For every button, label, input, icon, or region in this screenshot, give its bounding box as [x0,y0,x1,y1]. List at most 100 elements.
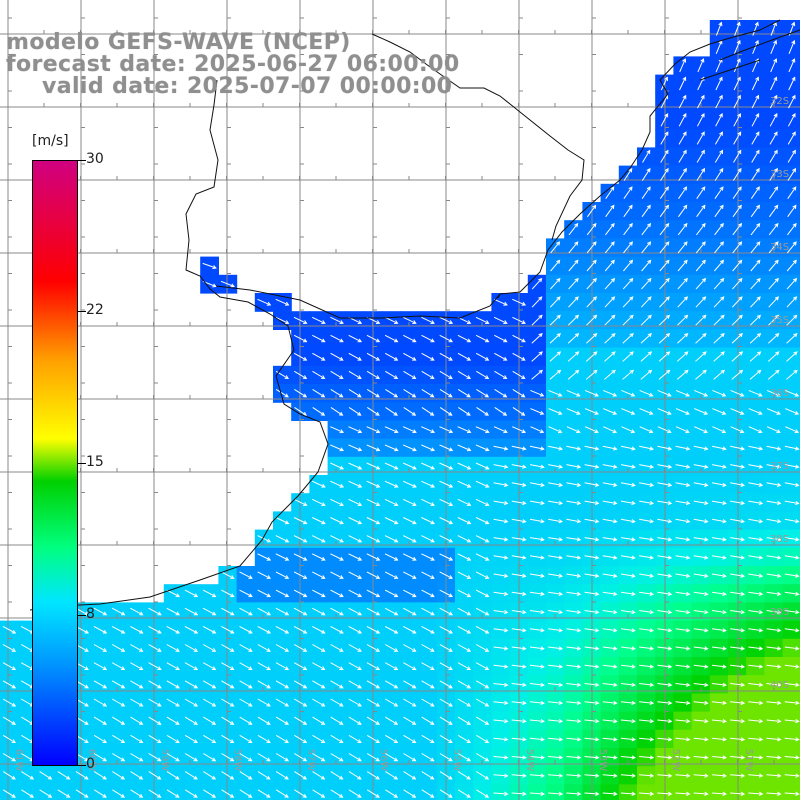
wind-arrow [421,680,435,689]
wind-arrow [770,58,778,73]
longitude-label: 59W [159,749,170,772]
wind-arrow [749,314,762,326]
wind-arrow [275,644,290,652]
wind-arrow [239,771,253,780]
wind-speed-cell [72,784,92,800]
wind-arrow [511,646,527,651]
wind-arrow [586,241,597,254]
wind-arrow [384,662,399,670]
wind-arrow [221,771,235,780]
wind-arrow [402,517,417,525]
wind-arrow [239,698,253,707]
wind-arrow [768,204,779,218]
wind-arrow [275,607,290,616]
wind-arrow [620,537,636,542]
wind-arrow [784,737,800,742]
wind-arrow [330,553,344,561]
wind-arrow [403,334,417,343]
wind-arrow [439,589,454,598]
wind-arrow [112,753,126,762]
wind-arrow [330,462,345,470]
wind-arrow [293,553,308,561]
wind-arrow [750,296,761,308]
wind-arrow [766,664,782,669]
wind-arrow [784,482,800,487]
wind-arrow [641,186,651,199]
wind-speed-cell [109,784,128,800]
wind-arrow [639,610,655,615]
wind-arrow [275,734,289,744]
wind-arrow [457,789,471,798]
wind-arrow [639,737,655,742]
wind-arrow [493,682,509,687]
wind-arrow [696,131,705,145]
wind-arrow [641,277,652,290]
wind-arrow [294,753,308,762]
wind-arrow [348,625,363,634]
wind-arrow [457,553,472,561]
wind-arrow [548,573,564,578]
wind-arrow [348,535,363,543]
wind-arrow [184,698,199,707]
wind-arrow [457,480,472,488]
wind-arrow [421,716,435,725]
wind-arrow [622,296,634,308]
wind-arrow [203,716,217,725]
wind-arrow [511,628,527,633]
wind-arrow [602,664,618,669]
wind-arrow [602,591,618,596]
wind-arrow [567,332,580,344]
wind-arrow [784,682,800,687]
wind-arrow [566,646,582,651]
wind-arrow [348,517,363,525]
wind-arrow [693,682,709,687]
wind-arrow [695,369,707,380]
wind-arrow [93,716,107,725]
wind-arrow [275,571,290,579]
wind-speed-cell [546,784,565,800]
wind-arrow [421,352,435,361]
wind-arrow [584,464,600,469]
wind-arrow [584,664,600,669]
wind-arrow [750,259,761,272]
wind-arrow [384,589,399,598]
wind-arrow [293,517,308,525]
wind-arrow [257,716,271,725]
wind-arrow [221,734,235,744]
wind-arrow [421,644,435,652]
wind-arrow [511,464,527,469]
wind-arrow [531,296,543,308]
wind-arrow [620,791,636,796]
wind-arrow [475,571,490,579]
wind-arrow [457,352,472,361]
wind-arrow [366,553,381,561]
wind-arrow [787,222,797,236]
wind-arrow [366,662,381,670]
wind-arrow [220,280,235,288]
wind-arrow [384,535,399,543]
wind-arrow [623,241,633,254]
wind-arrow [730,389,745,397]
wind-arrow [239,662,253,670]
wind-arrow [148,789,162,798]
wind-arrow [730,664,746,669]
wind-arrow [566,445,582,451]
wind-arrow [732,204,742,218]
wind-arrow [639,408,654,415]
wind-arrow [330,334,344,343]
latitude-label: 36S [770,388,789,399]
wind-arrow [166,625,181,634]
wind-arrow [148,716,162,725]
wind-arrow [330,753,344,762]
wind-arrow [457,771,471,780]
wind-arrow [586,314,598,326]
wind-arrow [312,789,326,798]
wind-arrow [769,112,778,127]
wind-arrow [657,664,673,669]
wind-arrow [679,76,687,91]
wind-arrow [787,186,797,199]
wind-arrow [623,222,633,236]
wind-arrow [657,445,673,451]
wind-arrow [693,700,709,706]
wind-arrow [733,94,741,109]
